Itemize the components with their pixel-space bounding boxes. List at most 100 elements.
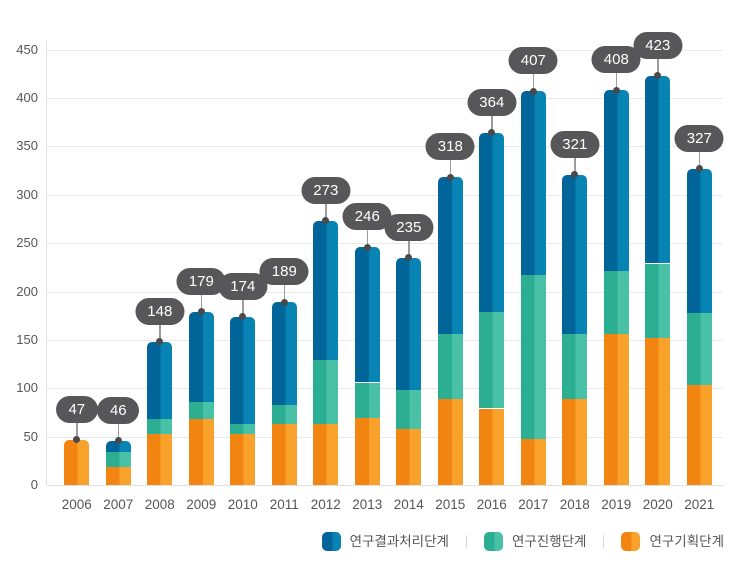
y-axis-tick-100: 100 [16, 380, 38, 396]
callout-dot [156, 338, 164, 346]
bar-segment-2018-연구기획단계[interactable] [562, 398, 588, 485]
bar-segment-2021-연구진행단계[interactable] [686, 312, 712, 386]
legend-item-연구진행단계[interactable]: 연구진행단계 [483, 531, 587, 551]
callout-dot [571, 171, 579, 178]
value-callout-2009: 179 [176, 267, 226, 295]
value-callout-2013: 246 [342, 203, 392, 230]
y-axis-tick-300: 300 [16, 186, 38, 202]
callout-dot [239, 313, 247, 321]
callout-connector [283, 285, 286, 303]
bar-segment-2010-연구결과처리단계[interactable] [230, 316, 256, 425]
x-axis-tick-2009: 2009 [186, 497, 217, 512]
gridline-y100 [47, 388, 723, 390]
value-callout-2018: 321 [550, 130, 600, 158]
bar-segment-2009-연구진행단계[interactable] [188, 401, 214, 420]
x-axis-tick-2018: 2018 [559, 497, 590, 512]
bar-segment-2007-연구진행단계[interactable] [105, 452, 131, 467]
bar-segment-2016-연구기획단계[interactable] [479, 408, 505, 485]
bar-segment-2010-연구진행단계[interactable] [230, 424, 256, 434]
bar-segment-2021-연구결과처리단계[interactable] [686, 168, 712, 313]
legend-separator [465, 534, 467, 548]
x-axis-tick-2006: 2006 [61, 497, 92, 512]
bar-segment-2012-연구진행단계[interactable] [313, 360, 339, 424]
bar-segment-2018-연구결과처리단계[interactable] [562, 174, 588, 335]
value-callout-2008: 148 [135, 297, 185, 325]
bar-segment-2020-연구결과처리단계[interactable] [645, 75, 671, 264]
bar-segment-2009-연구결과처리단계[interactable] [188, 311, 214, 402]
callout-dot [280, 298, 288, 306]
bar-segment-2015-연구기획단계[interactable] [437, 398, 463, 485]
callout-dot [529, 87, 537, 95]
bar-segment-2017-연구결과처리단계[interactable] [520, 91, 546, 276]
gridline-y300 [47, 194, 723, 196]
callout-dot [446, 173, 454, 181]
plot-area: 47 2006 46 2007 148 2008 179 2009 174 2010 189 2011… [46, 31, 724, 512]
y-axis-tick-400: 400 [16, 90, 38, 105]
bar-segment-2016-연구결과처리단계[interactable] [479, 132, 505, 312]
bar-segment-2014-연구기획단계[interactable] [396, 428, 422, 485]
x-axis-tick-2015: 2015 [435, 497, 466, 512]
legend-label: 연구진행단계 [511, 533, 587, 549]
bar-segment-2014-연구진행단계[interactable] [396, 390, 422, 429]
bar-segment-2018-연구진행단계[interactable] [562, 334, 588, 399]
value-callout-2011: 189 [259, 258, 309, 286]
bar-segment-2012-연구기획단계[interactable] [313, 424, 339, 485]
bar-segment-2013-연구결과처리단계[interactable] [354, 247, 380, 383]
callout-connector [366, 230, 369, 247]
y-axis-tick-0: 0 [30, 477, 38, 492]
callout-dot [73, 436, 81, 443]
value-callout-2017: 407 [508, 47, 558, 75]
gridline-y350 [47, 146, 723, 148]
bar-segment-2013-연구기획단계[interactable] [354, 418, 380, 486]
bar-segment-2019-연구결과처리단계[interactable] [603, 90, 629, 272]
bar-segment-2006-연구기획단계[interactable] [64, 439, 90, 485]
callout-dot [695, 165, 703, 173]
bar-segment-2013-연구진행단계[interactable] [354, 382, 380, 419]
bar-segment-2021-연구기획단계[interactable] [686, 385, 712, 485]
callout-connector [117, 423, 119, 441]
bar-segment-2011-연구기획단계[interactable] [271, 424, 297, 485]
bar-segment-2011-연구진행단계[interactable] [271, 404, 297, 424]
bar-segment-2009-연구기획단계[interactable] [188, 419, 214, 485]
bar-segment-2010-연구기획단계[interactable] [230, 433, 256, 485]
bar-segment-2008-연구기획단계[interactable] [147, 433, 173, 485]
bar-segment-2008-연구진행단계[interactable] [147, 419, 173, 434]
callout-connector [491, 115, 493, 133]
x-axis-tick-2016: 2016 [476, 497, 507, 512]
y-axis-tick-50: 50 [23, 428, 38, 444]
callout-connector [698, 151, 700, 169]
bar-segment-2007-연구기획단계[interactable] [105, 466, 131, 485]
x-axis-tick-2014: 2014 [393, 497, 424, 512]
bar-segment-2014-연구결과처리단계[interactable] [396, 257, 422, 391]
legend: 연구결과처리단계 연구진행단계 연구기획단계 [321, 530, 724, 552]
legend-item-연구결과처리단계[interactable]: 연구결과처리단계 [321, 531, 449, 551]
bar-segment-2015-연구진행단계[interactable] [437, 334, 463, 399]
bar-segment-2008-연구결과처리단계[interactable] [147, 341, 173, 420]
bar-segment-2019-연구진행단계[interactable] [603, 271, 629, 335]
bar-segment-2016-연구진행단계[interactable] [479, 311, 505, 409]
callout-dot [488, 129, 496, 137]
bar-segment-2017-연구진행단계[interactable] [520, 275, 546, 439]
bar-segment-2020-연구진행단계[interactable] [645, 263, 671, 338]
bar-segment-2019-연구기획단계[interactable] [603, 334, 629, 485]
value-callout-2010: 174 [218, 272, 268, 300]
callout-connector [657, 58, 659, 76]
bar-segment-2011-연구결과처리단계[interactable] [271, 302, 297, 405]
gridline-y50 [47, 436, 723, 438]
callout-connector [615, 73, 617, 91]
bar-segment-2012-연구결과처리단계[interactable] [313, 220, 339, 361]
y-axis-tick-250: 250 [16, 235, 38, 251]
legend-item-연구기획단계[interactable]: 연구기획단계 [621, 531, 724, 551]
bar-segment-2017-연구기획단계[interactable] [520, 438, 546, 485]
y-axis-tick-150: 150 [16, 331, 38, 347]
callout-connector [159, 324, 161, 342]
bar-segment-2020-연구기획단계[interactable] [645, 338, 671, 485]
value-callout-2021: 327 [674, 124, 724, 152]
callout-dot [654, 72, 662, 80]
callout-connector [325, 203, 327, 221]
gridline-y150 [47, 339, 723, 341]
gridline-y400 [47, 98, 723, 99]
bar-segment-2007-연구결과처리단계[interactable] [105, 440, 131, 453]
bar-segment-2015-연구결과처리단계[interactable] [437, 177, 463, 335]
x-axis-tick-2007: 2007 [103, 497, 134, 512]
